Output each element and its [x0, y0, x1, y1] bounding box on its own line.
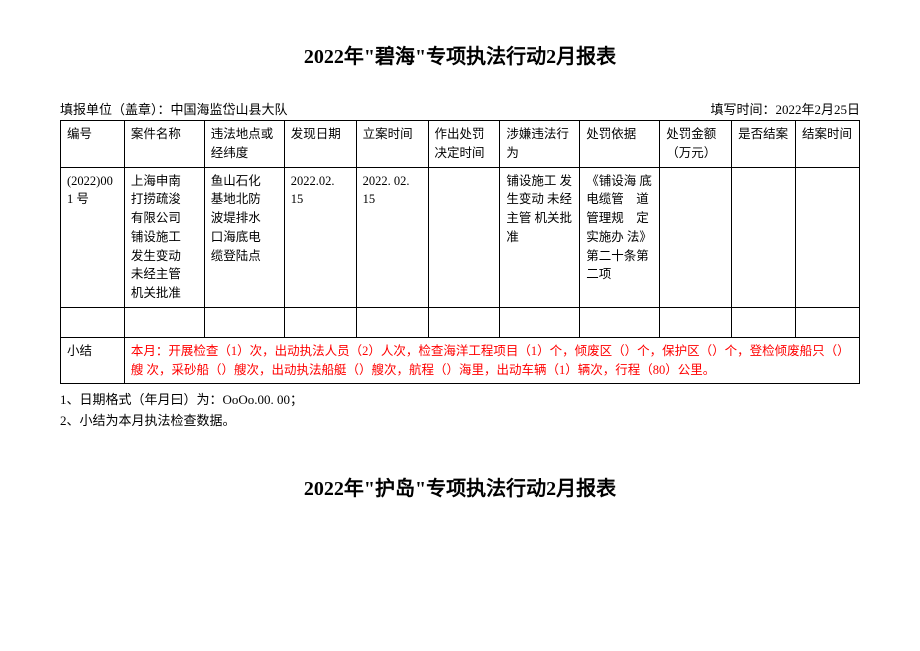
- cell-violation: 铺设施工 发生变动 未经主管 机关批准: [500, 167, 580, 307]
- header-location: 违法地点或经纬度: [204, 121, 284, 168]
- header-amount: 处罚金额（万元）: [660, 121, 732, 168]
- summary-row: 小结 本月：开展检查（1）次，出动执法人员（2）人次，检查海洋工程项目（1）个，…: [61, 337, 860, 384]
- summary-label: 小结: [61, 337, 125, 384]
- report-table: 编号 案件名称 违法地点或经纬度 发现日期 立案时间 作出处罚决定时间 涉嫌违法…: [60, 120, 860, 384]
- header-closed: 是否结案: [732, 121, 796, 168]
- cell-case-name: 上海申南 打捞疏浚 有限公司 铺设施工 发生变动 未经主管 机关批准: [124, 167, 204, 307]
- note-1: 1、日期格式（年月曰）为：OoOo.00. 00；: [60, 390, 860, 411]
- cell-close-date: [796, 167, 860, 307]
- summary-content: 本月：开展检查（1）次，出动执法人员（2）人次，检查海洋工程项目（1）个，倾废区…: [124, 337, 859, 384]
- notes: 1、日期格式（年月曰）为：OoOo.00. 00； 2、小结为本月执法检查数据。: [60, 390, 860, 432]
- table-row-empty: [61, 307, 860, 337]
- header-close-date: 结案时间: [796, 121, 860, 168]
- table-row: (2022)001 号 上海申南 打捞疏浚 有限公司 铺设施工 发生变动 未经主…: [61, 167, 860, 307]
- header-id: 编号: [61, 121, 125, 168]
- cell-id: (2022)001 号: [61, 167, 125, 307]
- cell-closed: [732, 167, 796, 307]
- meta-row: 填报单位（盖章）：中国海监岱山县大队 填写时间：2022年2月25日: [60, 99, 860, 118]
- cell-amount: [660, 167, 732, 307]
- note-2: 2、小结为本月执法检查数据。: [60, 411, 860, 432]
- cell-basis: 《铺设海 底电缆管 道管理规 定实施办 法》第二十条第二项: [580, 167, 660, 307]
- page-title-2: 2022年"护岛"专项执法行动2月报表: [60, 472, 860, 501]
- header-basis: 处罚依据: [580, 121, 660, 168]
- fill-time: 填写时间：2022年2月25日: [710, 99, 860, 118]
- header-violation: 涉嫌违法行为: [500, 121, 580, 168]
- cell-discover-date: 2022.02. 15: [284, 167, 356, 307]
- cell-location: 鱼山石化 基地北防 波堤排水 口海底电 缆登陆点: [204, 167, 284, 307]
- reporting-unit: 填报单位（盖章）：中国海监岱山县大队: [60, 99, 288, 118]
- header-discover-date: 发现日期: [284, 121, 356, 168]
- table-header-row: 编号 案件名称 违法地点或经纬度 发现日期 立案时间 作出处罚决定时间 涉嫌违法…: [61, 121, 860, 168]
- header-decision-date: 作出处罚决定时间: [428, 121, 500, 168]
- page-title: 2022年"碧海"专项执法行动2月报表: [60, 40, 860, 69]
- cell-filing-date: 2022. 02. 15: [356, 167, 428, 307]
- header-filing-date: 立案时间: [356, 121, 428, 168]
- cell-decision-date: [428, 167, 500, 307]
- header-case-name: 案件名称: [124, 121, 204, 168]
